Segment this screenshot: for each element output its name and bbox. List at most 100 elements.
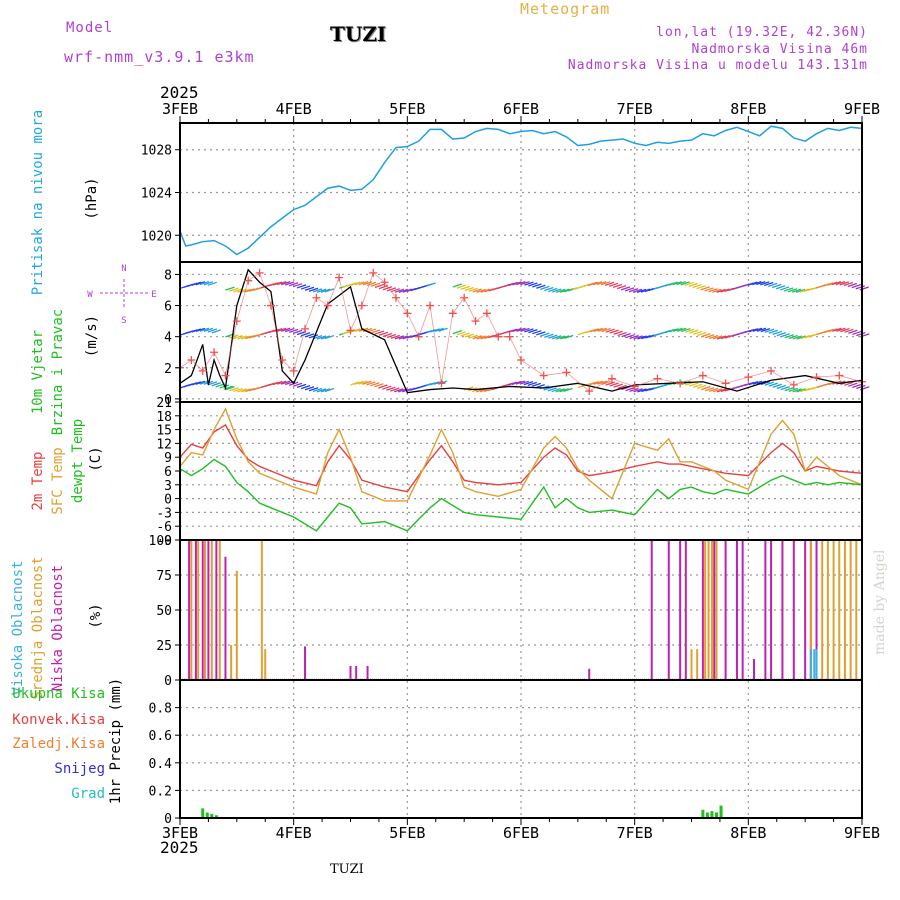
wind-arrow: [760, 281, 770, 286]
wind-arrow: [374, 383, 384, 388]
wind-arrow: [378, 284, 389, 290]
wind-arrow: [689, 329, 699, 334]
wind-arrow: [452, 283, 463, 288]
precip-bar: [719, 805, 723, 818]
gust-marker: [812, 373, 821, 382]
wind-arrow: [511, 380, 522, 386]
pressure-line: [179, 125, 863, 256]
cloud-mid-title: Srednja Oblacnost: [30, 556, 46, 699]
wind-arrow: [480, 288, 490, 293]
wind-arrow: [700, 385, 711, 391]
y-tick-label: 0.4: [149, 757, 173, 772]
y-tick-label: 6: [164, 465, 172, 480]
wind-arrow: [704, 287, 714, 292]
wind-arrow: [629, 334, 639, 340]
wind-arrow: [764, 381, 775, 386]
wind-arrow: [370, 329, 381, 334]
precip-bar: [205, 812, 209, 818]
meteogram-label: Meteogram: [520, 0, 611, 18]
y-tick-label: 0.2: [149, 784, 172, 799]
wind-arrow: [273, 281, 283, 286]
wind-arrow: [362, 281, 373, 286]
wind-arrow: [350, 381, 360, 386]
wind-arrow: [528, 329, 538, 334]
wind-arrow: [843, 281, 854, 287]
cloud-low-title: Niska Oblacnost: [50, 565, 66, 691]
gust-marker: [437, 379, 446, 388]
wind-arrow: [472, 288, 482, 293]
wind-arrow: [700, 333, 711, 338]
wind-arrow: [851, 283, 861, 289]
wind-arrow: [296, 284, 307, 289]
gust-marker: [630, 382, 639, 391]
pressure-unit: (hPa): [84, 177, 100, 219]
wind-arrow: [792, 335, 802, 340]
wind-arrow: [676, 280, 686, 286]
wind-arrow: [512, 281, 522, 286]
gust-marker: [255, 268, 264, 277]
wind-arrow: [324, 288, 335, 293]
wind-arrow: [362, 327, 373, 333]
gust-marker: [323, 301, 332, 310]
x-tick-label: 7FEB: [617, 824, 653, 842]
wind-arrow: [605, 381, 615, 386]
precip-bar: [214, 815, 218, 818]
wind-arrow: [828, 328, 838, 333]
wind-arrow: [515, 380, 526, 385]
gust-marker: [278, 356, 287, 364]
year-bottom: 2025: [160, 838, 199, 857]
y-tick-label: -3: [156, 506, 172, 521]
x-tick-label: 6FEB: [503, 100, 539, 118]
wind-arrow: [370, 282, 381, 287]
gust-marker: [471, 317, 480, 326]
precip-legend-item: Ukupna Kisa: [12, 686, 105, 702]
gust-marker: [789, 380, 798, 389]
wind-arrow: [316, 288, 327, 293]
gust-marker: [767, 366, 776, 375]
wind-arrow: [788, 334, 798, 340]
wind-arrow: [556, 335, 566, 340]
wind-arrow: [480, 335, 490, 340]
wind-arrow: [366, 381, 376, 386]
wind-arrow: [560, 335, 570, 340]
wind-arrow: [589, 328, 599, 333]
wind-arrow: [556, 288, 566, 293]
wind-arrow: [308, 387, 319, 392]
gust-marker: [562, 368, 571, 377]
gust-marker: [585, 387, 594, 396]
pressure-title: Pritisak na nivou mora: [30, 110, 46, 295]
gust-marker: [391, 293, 400, 302]
wind-arrow: [524, 281, 534, 286]
wind-arrow: [764, 328, 775, 333]
wind-arrow: [191, 328, 202, 333]
wind-arrow: [791, 288, 802, 293]
wind-arrow: [394, 288, 405, 293]
wind-arrow: [438, 327, 448, 332]
wind-arrow: [276, 280, 287, 286]
wind-arrow: [617, 384, 627, 389]
wind-arrow: [520, 327, 530, 332]
wind-title-1: 10m Vjetar: [30, 330, 46, 414]
wind-arrow: [304, 286, 315, 291]
year-top: 2025: [160, 83, 199, 102]
wind-arrow: [775, 285, 786, 290]
wind-arrow: [637, 335, 647, 340]
wind-arrow: [835, 280, 846, 286]
gust-marker: [744, 373, 753, 382]
wind-arrow: [752, 327, 763, 332]
wind-arrow: [358, 380, 368, 385]
y-tick-label: 6: [164, 300, 172, 315]
wind-arrow: [704, 334, 715, 339]
wind-arrow: [460, 332, 470, 337]
wind-speed-line: [179, 268, 863, 394]
wind-arrow: [390, 387, 400, 392]
wind-arrow: [636, 288, 647, 293]
cloud-unit: (%): [88, 603, 104, 628]
wind-arrow: [708, 334, 719, 340]
wind-arrow: [605, 328, 615, 333]
compass-w: W: [87, 290, 93, 300]
wind-arrow: [540, 285, 550, 291]
precip-legend-item: Zaledj.Kisa: [12, 736, 105, 752]
wind-arrow: [350, 281, 361, 286]
wind-arrow: [839, 281, 850, 286]
